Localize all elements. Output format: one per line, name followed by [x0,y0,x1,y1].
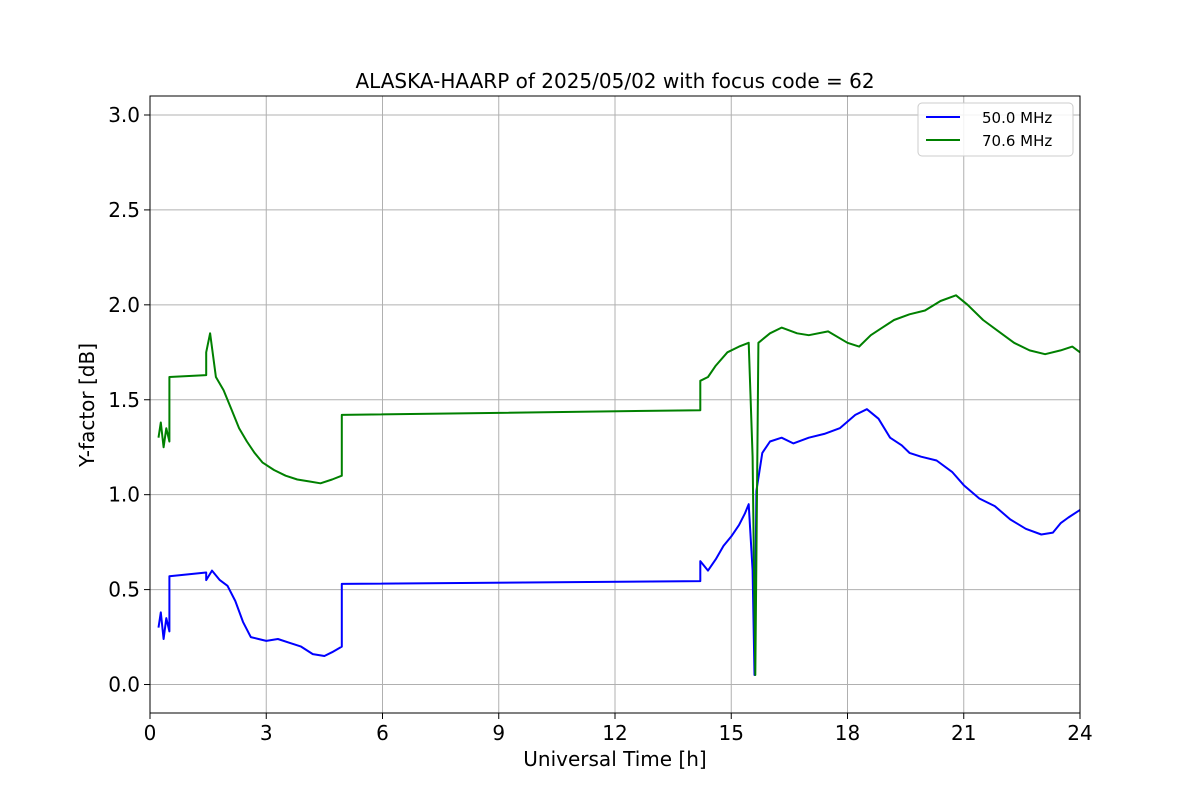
legend-label-50mhz: 50.0 MHz [982,109,1052,127]
x-tick-label: 15 [719,721,744,745]
y-tick-label: 0.5 [108,578,140,602]
x-tick-label: 0 [144,721,157,745]
y-tick-label: 0.0 [108,673,140,697]
chart-title: ALASKA-HAARP of 2025/05/02 with focus co… [355,69,874,93]
series-line-1 [157,294,1081,676]
legend-label-70mhz: 70.6 MHz [982,132,1052,150]
x-axis: 0 3 6 9 12 15 18 21 24 [144,713,1093,745]
y-tick-label: 3.0 [108,103,140,127]
y-axis-label: Y-factor [dB] [75,343,99,468]
y-tick-label: 1.0 [108,483,140,507]
x-tick-label: 18 [835,721,860,745]
y-tick-label: 1.5 [108,388,140,412]
x-tick-label: 6 [376,721,389,745]
x-tick-label: 24 [1067,721,1092,745]
x-tick-label: 3 [260,721,273,745]
legend: 50.0 MHz 70.6 MHz [917,102,1074,157]
y-tick-label: 2.5 [108,198,140,222]
y-axis: 0.0 0.5 1.0 1.5 2.0 2.5 3.0 [108,103,150,697]
x-tick-label: 9 [492,721,505,745]
x-axis-label: Universal Time [h] [523,747,706,771]
plot-area [157,294,1081,676]
y-tick-label: 2.0 [108,293,140,317]
series-line-0 [157,408,1081,676]
x-tick-label: 21 [951,721,976,745]
x-tick-label: 12 [602,721,627,745]
